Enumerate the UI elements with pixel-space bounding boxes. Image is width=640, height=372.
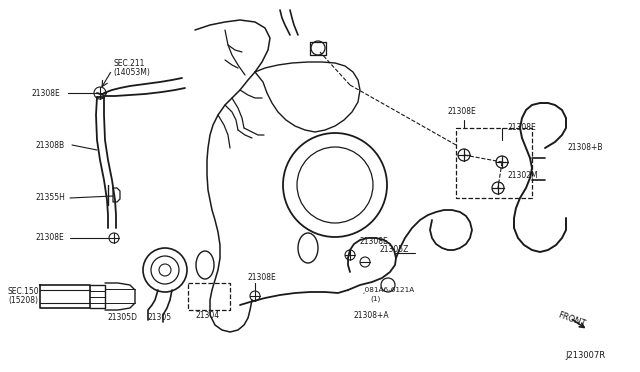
Text: 21308E: 21308E: [360, 237, 388, 247]
Text: (14053M): (14053M): [113, 68, 150, 77]
Text: 21305Z: 21305Z: [380, 246, 410, 254]
Text: 21308E: 21308E: [248, 273, 276, 282]
Text: ¸081A6-6121A: ¸081A6-6121A: [362, 287, 415, 294]
Text: SEC.211: SEC.211: [113, 58, 145, 67]
Text: 21308E: 21308E: [448, 108, 477, 116]
Text: 21308+A: 21308+A: [353, 311, 388, 320]
Text: 21308E: 21308E: [35, 234, 64, 243]
Text: (1): (1): [370, 296, 380, 302]
Text: 21308E: 21308E: [32, 89, 61, 97]
Text: 21355H: 21355H: [35, 193, 65, 202]
Text: FRONT: FRONT: [556, 311, 586, 329]
Text: (15208): (15208): [8, 295, 38, 305]
Text: 21308B: 21308B: [35, 141, 64, 150]
Text: 21305: 21305: [148, 314, 172, 323]
Text: 21305D: 21305D: [107, 314, 137, 323]
Text: 21304: 21304: [196, 311, 220, 321]
Text: 21302M: 21302M: [508, 170, 539, 180]
Text: J213007R: J213007R: [565, 350, 605, 359]
Text: 21308+B: 21308+B: [568, 144, 604, 153]
Text: SEC.150: SEC.150: [8, 286, 40, 295]
Text: 21308E: 21308E: [508, 124, 537, 132]
